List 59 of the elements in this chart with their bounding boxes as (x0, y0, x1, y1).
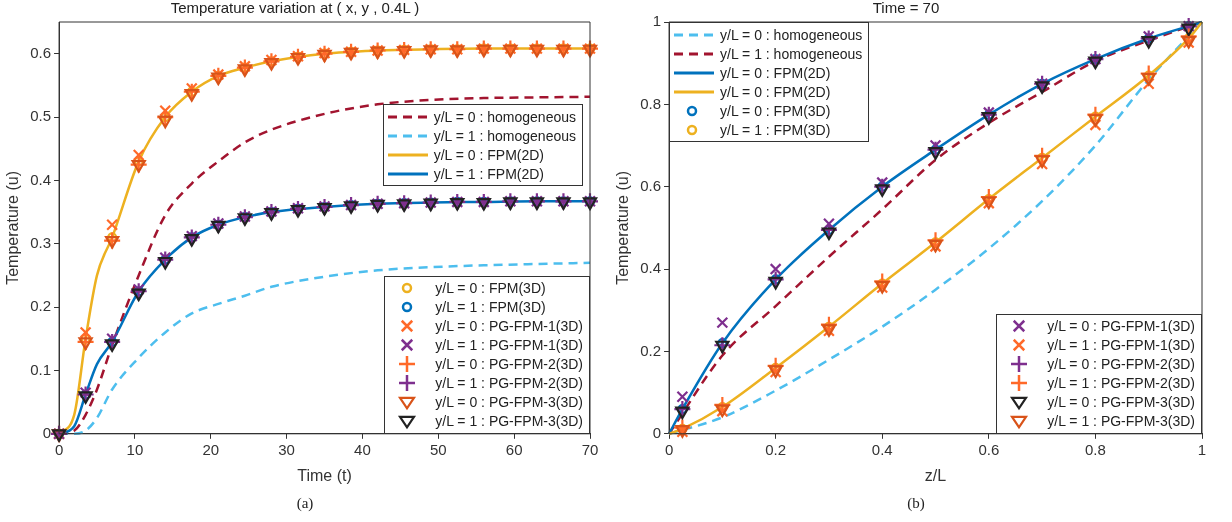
x-tick-label: 10 (126, 440, 144, 458)
y-tick-label: 0.2 (640, 341, 662, 359)
legend-label: y/L = 0 : PG-FPM-1(3D) (1047, 318, 1195, 335)
x-tick-label: 0.6 (978, 440, 1000, 458)
text: (a) (295, 495, 315, 512)
y-axis-title: Temperature (u) (4, 170, 22, 285)
x-tick-label: 60 (505, 440, 523, 458)
x-tick-label: 0.4 (871, 440, 893, 458)
y-tick-label: 0.5 (30, 107, 52, 125)
legend-label: y/L = 0 : PG-FPM-2(3D) (1047, 356, 1195, 373)
legend-label: y/L = 0 : FPM(2D) (720, 64, 831, 81)
legend-label: y/L = 1 : PG-FPM-1(3D) (435, 337, 583, 354)
x-tick-label: 20 (202, 440, 220, 458)
legend-label: y/L = 0 : homogeneous (433, 108, 576, 125)
y-tick-label: 1 (652, 12, 662, 30)
x-axis-title: z/L (924, 466, 947, 484)
chart-title: Time = 70 (872, 0, 940, 17)
legend-label: y/L = 0 : PG-FPM-2(3D) (435, 356, 583, 373)
legend-label: y/L = 1 : PG-FPM-2(3D) (1047, 375, 1195, 392)
legend-label: y/L = 0 : FPM(2D) (433, 146, 545, 163)
legend-label: y/L = 1 : FPM(3D) (435, 299, 546, 316)
x-tick-label: 40 (354, 440, 371, 458)
legend-label: y/L = 0 : PG-FPM-3(3D) (1047, 394, 1195, 411)
legend-label: y/L = 1 : homogeneous (433, 127, 576, 144)
x-tick-label: 30 (278, 440, 295, 458)
x-tick-label: 70 (581, 440, 599, 458)
x-tick-label: 1 (1197, 440, 1207, 458)
y-tick-label: 0.6 (30, 43, 52, 61)
legend-label: y/L = 1 : PG-FPM-3(3D) (435, 413, 583, 430)
y-tick-label: 0 (42, 423, 52, 441)
x-tick-label: 0 (664, 440, 674, 458)
chart-title: Temperature variation at ( x, y , 0.4L ) (170, 0, 420, 17)
legend-label: y/L = 1 : PG-FPM-3(3D) (1047, 413, 1195, 430)
legend-label: y/L = 0 : PG-FPM-3(3D) (435, 394, 583, 411)
legend-label: y/L = 1 : FPM(2D) (433, 165, 545, 182)
legend-label: y/L = 1 : homogeneous (720, 45, 863, 62)
y-tick-label: 0.4 (640, 259, 662, 277)
text: (b) (906, 495, 926, 512)
x-tick-label: 50 (429, 440, 447, 458)
y-tick-label: 0.2 (30, 297, 52, 315)
legend-label: y/L = 0 : FPM(3D) (720, 102, 831, 119)
legend-label: y/L = 0 : PG-FPM-1(3D) (435, 318, 583, 335)
y-tick-label: 0.3 (30, 233, 52, 251)
y-tick-label: 0 (652, 423, 662, 441)
y-axis-title: Temperature (u) (614, 170, 632, 285)
y-tick-label: 0.1 (30, 360, 52, 378)
legend-label: y/L = 0 : homogeneous (720, 26, 863, 43)
legend-label: y/L = 1 : FPM(3D) (720, 121, 831, 138)
legend-label: y/L = 1 : PG-FPM-1(3D) (1047, 337, 1195, 354)
y-tick-label: 0.4 (30, 170, 52, 188)
legend-label: y/L = 0 : FPM(2D) (720, 83, 831, 100)
x-tick-label: 0.8 (1084, 440, 1106, 458)
x-axis-title: Time (t) (297, 466, 352, 484)
y-tick-label: 0.8 (640, 94, 662, 112)
legend-label: y/L = 1 : PG-FPM-2(3D) (435, 375, 583, 392)
x-tick-label: 0.2 (765, 440, 787, 458)
x-tick-label: 0 (54, 440, 64, 458)
y-tick-label: 0.6 (640, 176, 662, 194)
legend-label: y/L = 0 : FPM(3D) (435, 280, 546, 297)
